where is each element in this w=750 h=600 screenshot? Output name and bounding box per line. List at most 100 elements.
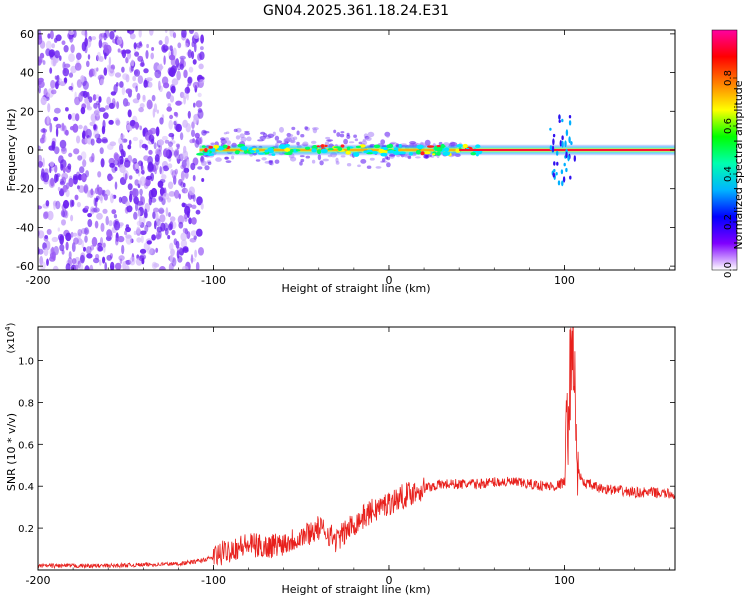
band-halo-blob [267,133,275,138]
noise-blob [102,208,108,214]
band-halo-blob [339,133,345,138]
noise-blob [183,167,190,174]
band-halo-blob [390,141,397,145]
noise-blob [115,262,122,270]
snr-ticks: -200 -100 0 100 0.2 0.4 0.6 0.8 1.0 [18,327,675,587]
noise-blob [110,261,115,270]
noise-blob [129,119,136,127]
noise-blob [142,216,146,224]
band-halo-blob [360,159,367,164]
noise-blob [39,255,44,266]
noise-blob [119,258,123,265]
noise-blob [175,100,182,106]
band-core-blob [311,148,317,153]
band-halo-blob [311,159,316,164]
noise-blob [167,103,172,108]
noise-blob [49,161,55,167]
band-halo-blob [260,131,266,135]
burst-blob [560,169,564,175]
band-halo-blob [226,140,232,145]
noise-blob [61,172,69,180]
noise-blob [133,42,137,50]
snr-scale-exponent: 4 [4,326,12,331]
noise-blob [153,207,160,213]
burst-blob [559,140,562,147]
burst-blob [549,127,552,131]
band-core-blob [470,152,477,156]
noise-blob [78,185,85,193]
noise-blob [159,166,162,175]
noise-blob [155,126,160,137]
noise-blob [59,55,62,61]
band-halo-blob [207,161,212,165]
noise-blob [102,112,109,119]
noise-blob [125,74,130,83]
noise-blob [185,38,190,48]
band-core-blob [393,150,400,155]
noise-blob [96,184,100,192]
noise-blob [38,205,43,210]
band-halo-blob [353,134,357,138]
noise-blob [65,189,70,198]
noise-blob [144,208,148,219]
noise-blob [150,52,154,60]
burst-blob [558,119,561,124]
band-halo-blob [261,157,267,161]
noise-blob [97,245,104,252]
spectrogram-x-label: Height of straight line (km) [281,282,430,295]
burst-blob [553,168,556,173]
noise-blob [65,241,69,251]
band-core-blob [208,145,213,149]
noise-blob [99,147,104,155]
noise-blob [39,52,45,59]
colorbar-ramp [711,29,738,271]
band-halo-blob [299,161,303,166]
noise-blob [135,163,139,169]
burst-blob [570,141,573,146]
noise-blob [53,202,56,210]
noise-blob [93,207,100,213]
noise-blob [180,232,187,241]
noise-blob [70,231,74,238]
noise-blob [189,238,197,243]
noise-blob [96,212,103,220]
noise-blob [86,60,90,67]
noise-blob [126,124,131,131]
noise-blob [164,139,170,144]
noise-blob [179,63,184,70]
band-halo-blob [335,161,340,165]
noise-blob [51,246,55,255]
noise-blob [42,172,50,183]
noise-blob [62,67,70,77]
colorbar-ticks: 0.0 0.2 0.4 0.6 0.8 [723,70,737,278]
noise-blob [147,247,153,255]
noise-blob [74,62,82,71]
noise-blob [143,68,149,74]
noise-blob [156,230,160,240]
band-core-blob [249,150,256,153]
noise-blob [121,49,127,59]
noise-blob [133,230,137,235]
burst-blob [569,175,572,180]
band-core-blob [435,147,443,152]
band-core-blob [222,144,228,149]
noise-blob [172,32,177,39]
noise-blob [194,139,200,148]
noise-blob [135,169,140,174]
noise-blob [108,56,112,66]
band-halo-blob [333,129,337,134]
noise-blob [42,128,46,133]
noise-blob [169,114,174,120]
noise-blob [111,209,117,215]
noise-blob [140,59,145,67]
noise-blob [169,221,174,230]
noise-blob [175,148,180,156]
noise-blob [175,240,180,249]
band-core-blob [408,151,414,156]
noise-blob [143,182,149,189]
noise-blob [138,180,143,185]
noise-blob [50,89,57,95]
noise-blob [184,171,189,179]
burst-blob [558,114,561,120]
noise-blob [119,143,124,153]
